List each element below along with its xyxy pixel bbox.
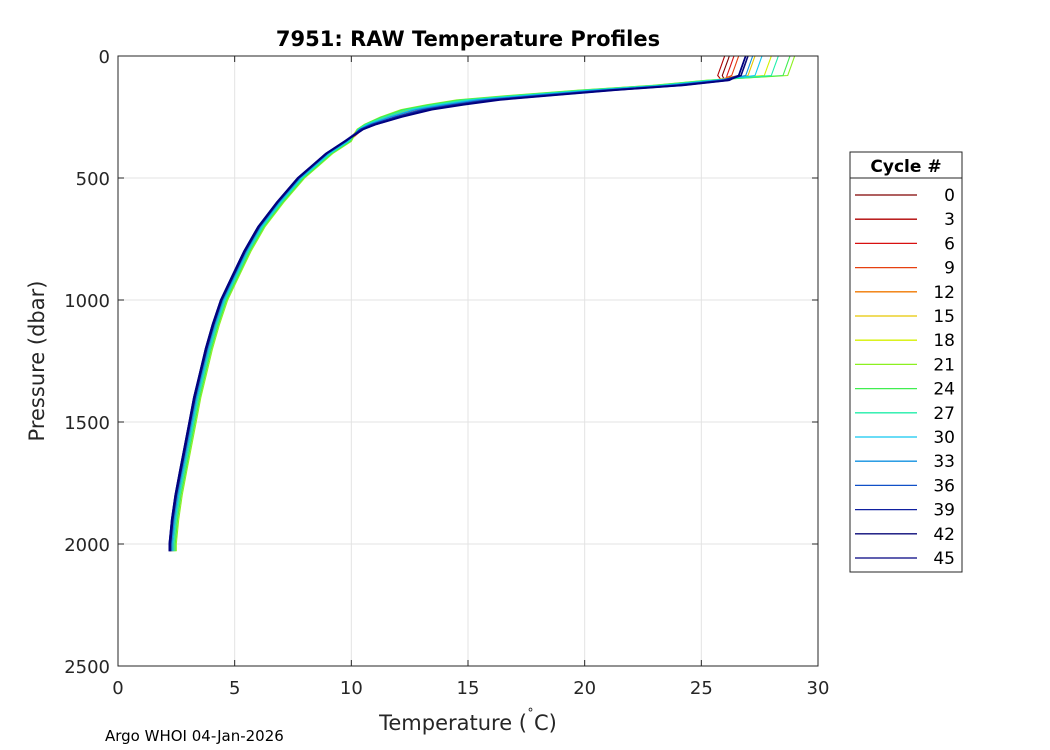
x-axis-label-text: Temperature ( <box>378 711 527 735</box>
legend-title: Cycle # <box>870 157 941 177</box>
legend-label-18: 18 <box>933 331 955 351</box>
legend-label-39: 39 <box>933 501 955 521</box>
legend-label-27: 27 <box>933 404 955 424</box>
legend-label-12: 12 <box>933 283 955 303</box>
y-tick-label: 0 <box>99 47 110 68</box>
legend-box <box>849 151 963 573</box>
degree-symbol: ˚ <box>527 707 534 724</box>
x-tick-label: 0 <box>112 678 123 699</box>
y-tick-label: 1000 <box>64 291 110 312</box>
y-tick-label: 1500 <box>64 413 110 434</box>
profile-lines <box>168 55 796 552</box>
y-tick-labels: 0 500 1000 1500 2000 2500 <box>64 47 110 678</box>
axes-box <box>117 55 819 667</box>
y-tick-label: 2500 <box>64 657 110 678</box>
x-tick-labels: 0 5 10 15 20 25 30 <box>112 678 829 699</box>
x-tick-label: 5 <box>229 678 240 699</box>
y-axis-label: Pressure (dbar) <box>25 281 49 442</box>
legend-label-36: 36 <box>933 476 955 496</box>
legend-label-9: 9 <box>944 259 955 279</box>
legend-label-15: 15 <box>933 307 955 327</box>
legend-label-45: 45 <box>933 549 955 569</box>
legend-label-24: 24 <box>933 380 955 400</box>
y-tick-label: 2000 <box>64 535 110 556</box>
legend-label-0: 0 <box>944 186 955 206</box>
legend-label-30: 30 <box>933 428 955 448</box>
x-axis-label: Temperature (˚C) <box>378 707 557 735</box>
x-tick-label: 30 <box>807 678 830 699</box>
legend-label-42: 42 <box>933 525 955 545</box>
x-tick-label: 20 <box>573 678 596 699</box>
x-tick-label: 10 <box>340 678 363 699</box>
y-tick-label: 500 <box>76 169 110 190</box>
legend-label-21: 21 <box>933 355 955 375</box>
legend-label-33: 33 <box>933 452 955 472</box>
footer-credit: Argo WHOI 04-Jan-2026 <box>105 727 284 745</box>
x-axis-label-unit: C) <box>534 711 557 735</box>
x-tick-label: 15 <box>457 678 480 699</box>
legend-label-3: 3 <box>944 210 955 230</box>
chart-title: 7951: RAW Temperature Profiles <box>276 27 660 51</box>
x-tick-label: 25 <box>690 678 713 699</box>
legend-label-6: 6 <box>944 234 955 254</box>
profile-line-cycle-45 <box>168 55 747 552</box>
